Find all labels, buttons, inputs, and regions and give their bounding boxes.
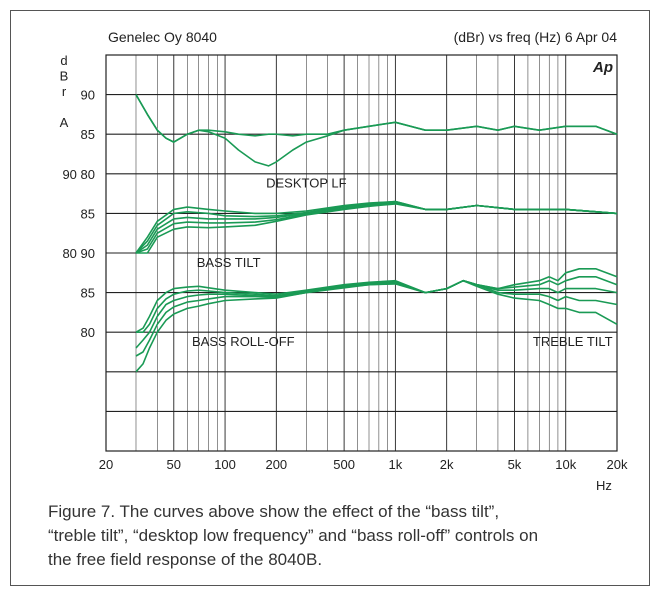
x-axis-label: Hz bbox=[596, 478, 612, 493]
x-tick-label: 10k bbox=[555, 457, 576, 472]
x-tick-label: 1k bbox=[389, 457, 403, 472]
x-tick-label: 20k bbox=[607, 457, 628, 472]
y-tick-label: 90 80 bbox=[62, 167, 95, 182]
y-axis-label-char: d bbox=[60, 53, 67, 68]
curve-annotation: DESKTOP LF bbox=[266, 176, 346, 191]
plot-grid bbox=[105, 54, 618, 452]
caption-line-3: the free field response of the 8040B. bbox=[48, 550, 323, 569]
plot-lines bbox=[135, 94, 618, 373]
y-tick-label: 90 bbox=[81, 88, 95, 103]
caption-line-2: “treble tilt”, “desktop low frequency” a… bbox=[48, 526, 539, 545]
y-axis-label-char: B bbox=[60, 69, 69, 84]
y-tick-label: 85 bbox=[81, 286, 95, 301]
x-tick-label: 100 bbox=[214, 457, 236, 472]
response-curve bbox=[135, 94, 618, 167]
y-tick-label: 80 90 bbox=[62, 246, 95, 261]
x-tick-label: 2k bbox=[440, 457, 454, 472]
x-tick-label: 5k bbox=[508, 457, 522, 472]
response-curve bbox=[135, 267, 618, 333]
curve-annotation: TREBLE TILT bbox=[533, 334, 613, 349]
figure-caption: Figure 7. The curves above show the effe… bbox=[48, 500, 638, 572]
curve-annotation: BASS TILT bbox=[197, 255, 261, 270]
y-axis-label-char: r bbox=[62, 84, 67, 99]
header-left: Genelec Oy 8040 bbox=[108, 29, 217, 45]
y-tick-label: 85 bbox=[81, 127, 95, 142]
curve-annotation: BASS ROLL-OFF bbox=[192, 334, 295, 349]
x-tick-label: 20 bbox=[99, 457, 113, 472]
ap-logo: Ap bbox=[592, 59, 613, 76]
header-right: (dBr) vs freq (Hz) 6 Apr 04 bbox=[454, 29, 618, 45]
frame-border bbox=[10, 10, 650, 586]
response-curve bbox=[135, 94, 618, 143]
y-tick-label: 85 bbox=[81, 206, 95, 221]
response-curve bbox=[136, 203, 618, 254]
x-tick-label: 50 bbox=[167, 457, 181, 472]
caption-line-1: Figure 7. The curves above show the effe… bbox=[48, 502, 500, 521]
plot-labels: 20 50 100 200 500 1k 2k 5k 10k 20k dBr A 90 85 90 80 85… bbox=[60, 53, 628, 472]
y-axis-label-char: A bbox=[60, 115, 69, 130]
y-tick-label: 80 bbox=[81, 325, 95, 340]
x-tick-label: 500 bbox=[333, 457, 355, 472]
response-curve bbox=[135, 279, 618, 373]
x-tick-label: 200 bbox=[265, 457, 287, 472]
